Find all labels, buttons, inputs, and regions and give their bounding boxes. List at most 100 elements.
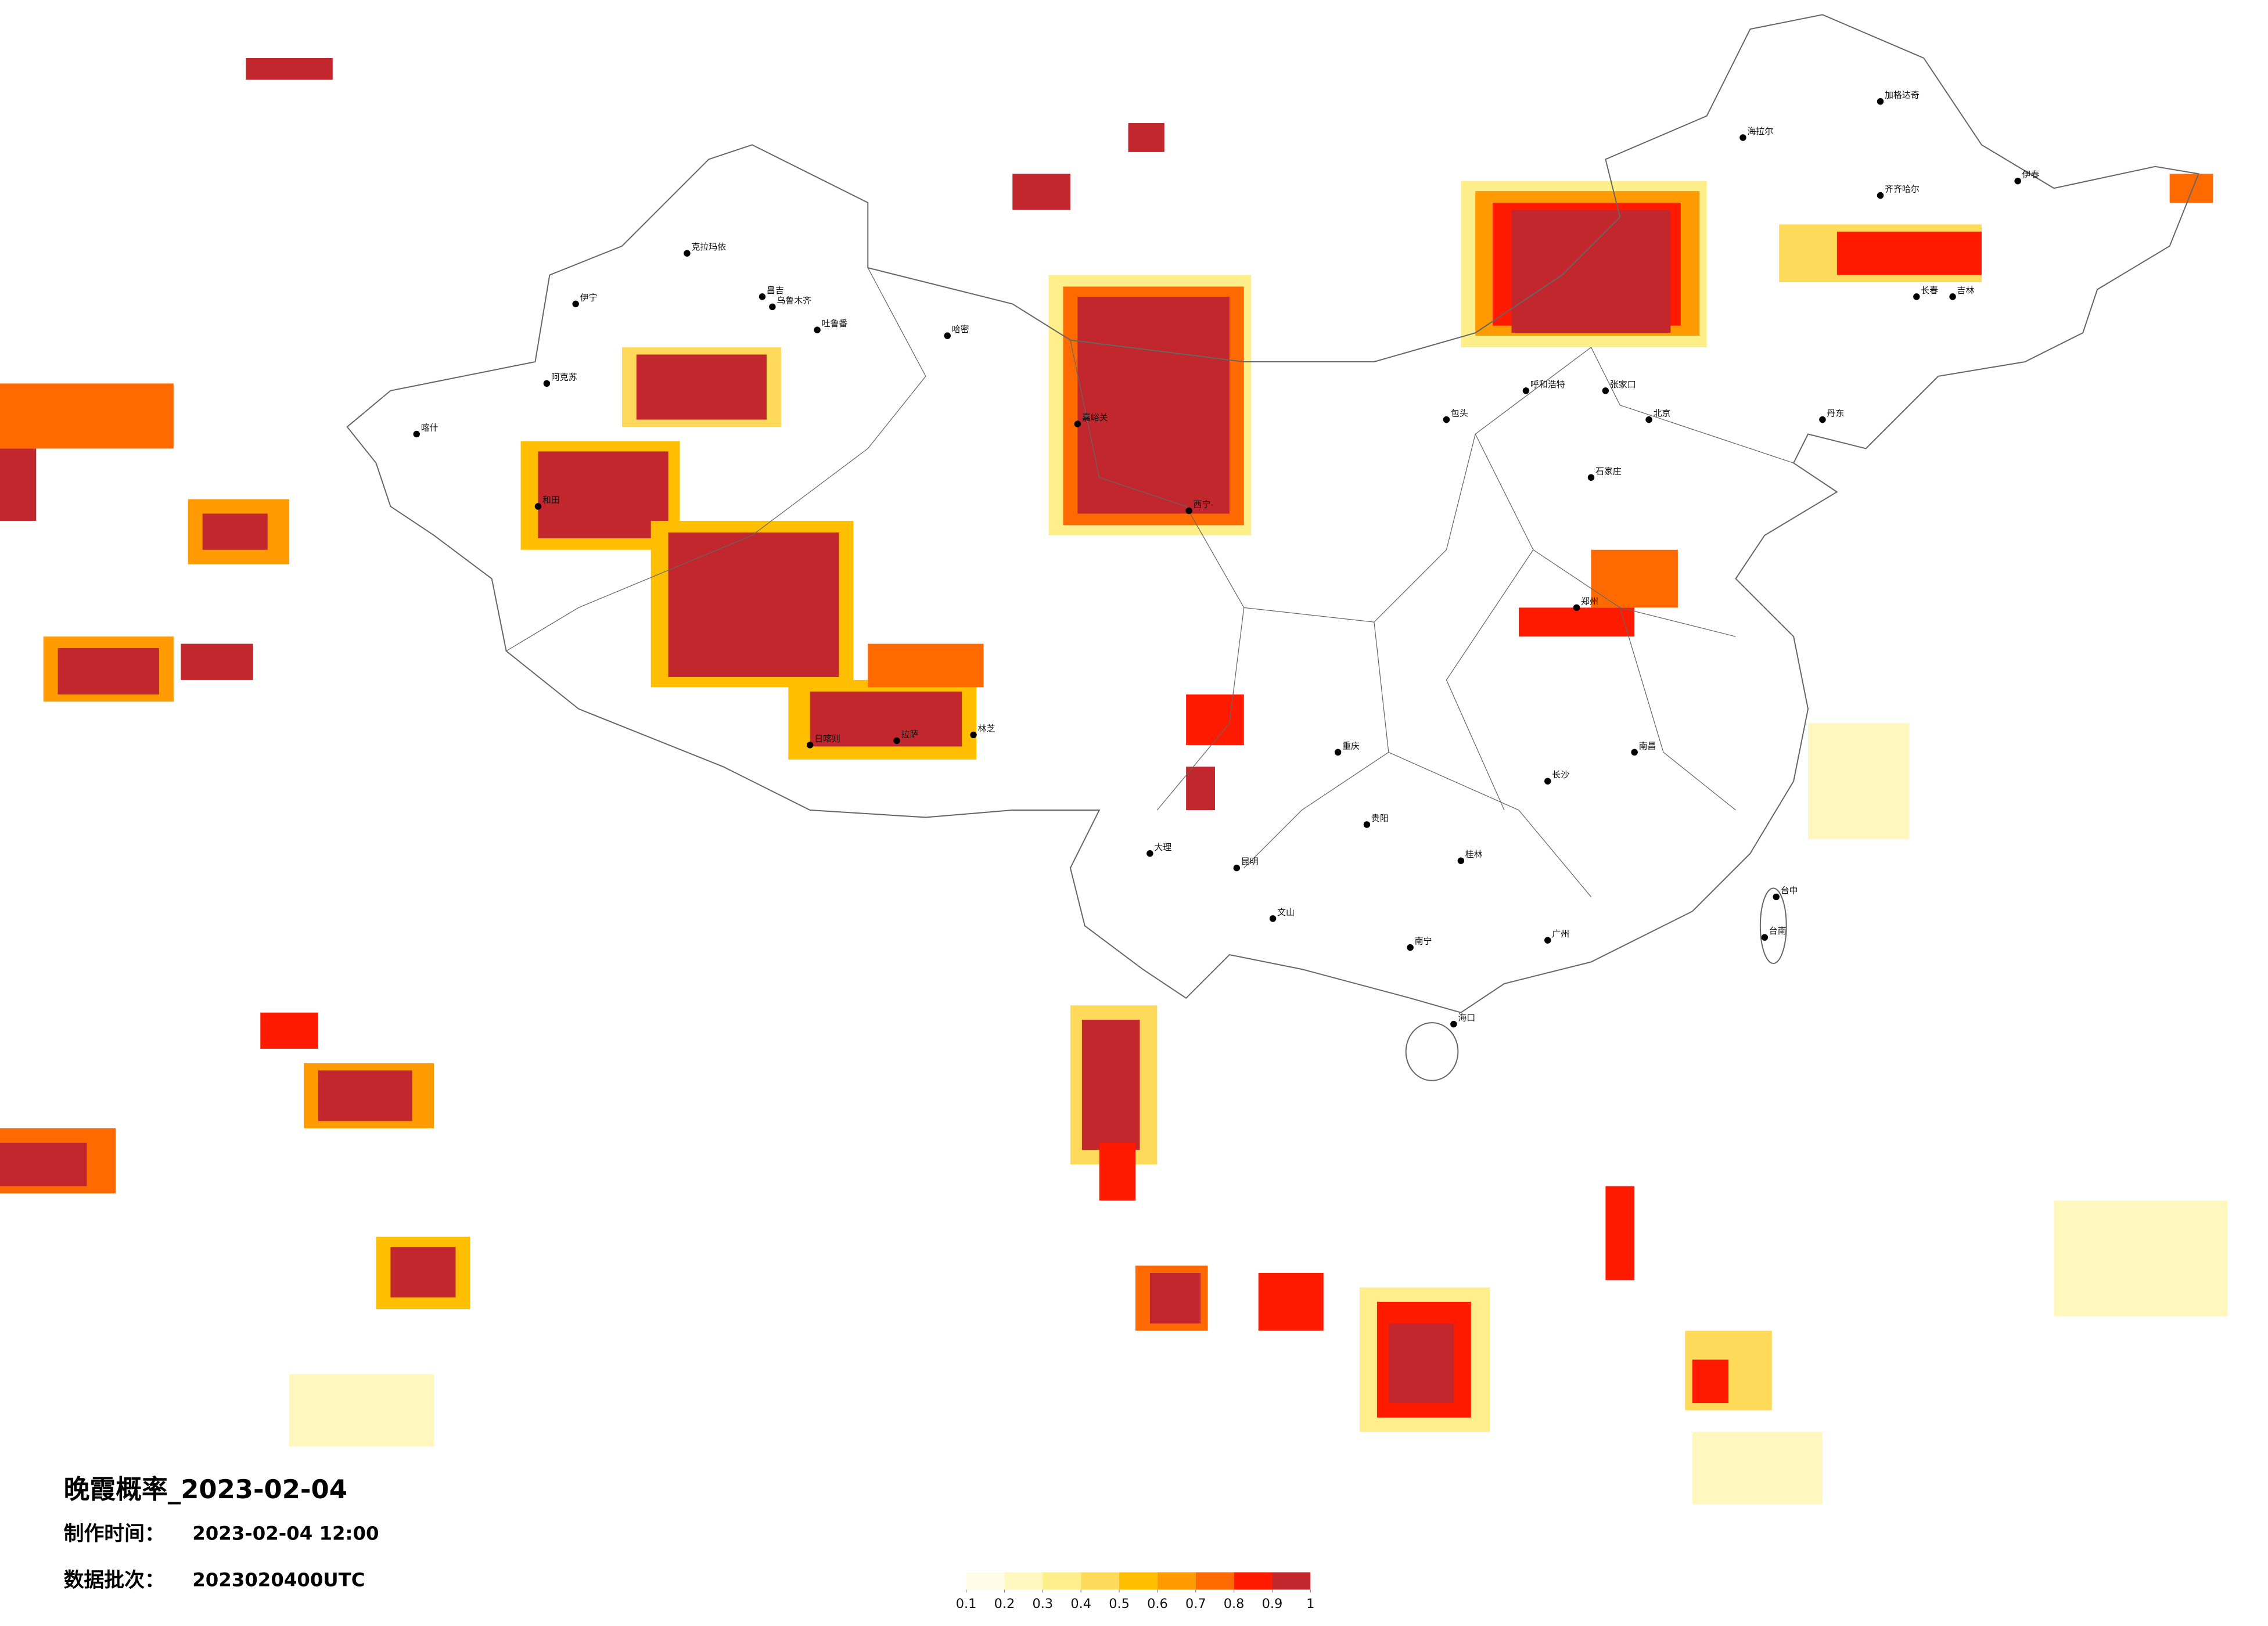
probability-patch <box>390 1247 456 1298</box>
city-label: 文山 <box>1277 907 1295 918</box>
probability-patch <box>0 383 174 449</box>
city-label: 包头 <box>1451 408 1468 419</box>
legend-swatch <box>1081 1572 1120 1590</box>
legend-tick-label: 0.5 <box>1109 1596 1130 1611</box>
city-label: 乌鲁木齐 <box>777 295 811 305</box>
city-dot <box>1913 293 1920 300</box>
probability-patch <box>1511 210 1671 333</box>
legend-tick-label: 1 <box>1306 1596 1314 1611</box>
probability-patch <box>181 643 253 680</box>
legend-swatch <box>1119 1572 1158 1590</box>
city-label: 郑州 <box>1581 596 1598 606</box>
city-label: 齐齐哈尔 <box>1885 184 1920 195</box>
island-outline <box>1759 887 1787 965</box>
city-dot <box>1587 474 1595 481</box>
city-label: 台中 <box>1781 885 1798 895</box>
island-outline <box>1405 1022 1459 1081</box>
legend-tick-label: 0.7 <box>1185 1596 1206 1611</box>
city-label: 日喀则 <box>814 733 840 744</box>
probability-patch <box>1099 1142 1135 1201</box>
city-dot <box>2014 177 2021 185</box>
city-label: 台南 <box>1769 926 1787 936</box>
city-dot <box>1877 98 1884 105</box>
city-dot <box>1407 944 1414 951</box>
city-label: 伊宁 <box>580 292 598 303</box>
legend-tick-label: 0.6 <box>1147 1596 1168 1611</box>
legend-swatch <box>966 1572 1005 1590</box>
city-dot <box>814 326 821 333</box>
city-dot <box>1573 604 1580 611</box>
made-label: 制作时间： <box>64 1523 165 1546</box>
city-dot <box>1146 850 1153 857</box>
city-label: 伊春 <box>2022 170 2040 180</box>
city-label: 喀什 <box>421 423 438 433</box>
probability-patch <box>1012 174 1070 210</box>
probability-patch <box>1388 1323 1454 1404</box>
city-label: 张家口 <box>1610 379 1636 390</box>
city-dot <box>970 731 977 739</box>
probability-patch <box>810 691 962 747</box>
legend-tick-label: 0.8 <box>1224 1596 1245 1611</box>
made-time: 2023-02-04 12:00 <box>192 1523 379 1545</box>
city-label: 和田 <box>542 495 560 505</box>
probability-patch <box>1077 296 1230 514</box>
probability-patch <box>318 1070 412 1121</box>
city-label: 克拉玛依 <box>691 242 726 252</box>
probability-layer <box>0 57 2228 1505</box>
legend: 0.1 0.2 0.3 0.4 0.5 0.6 0.7 0.8 0.9 1 <box>956 1572 1314 1611</box>
city-dot <box>1544 937 1551 944</box>
city-label: 哈密 <box>952 324 969 334</box>
probability-patch <box>0 448 37 521</box>
city-dot <box>413 430 420 438</box>
batch-label: 数据批次： <box>64 1569 165 1592</box>
city-dot <box>1739 134 1746 141</box>
city-dot <box>1185 507 1192 515</box>
city-dot <box>1443 416 1450 423</box>
city-label: 北京 <box>1654 408 1671 419</box>
probability-patch <box>202 513 268 550</box>
city-label: 吐鲁番 <box>822 318 848 329</box>
city-dot <box>1631 749 1638 756</box>
legend-tick-label: 0.4 <box>1070 1596 1091 1611</box>
probability-patch <box>1128 123 1164 152</box>
city-label: 贵阳 <box>1371 813 1389 823</box>
probability-patch <box>1258 1272 1324 1331</box>
legend-swatch <box>1043 1572 1081 1590</box>
probability-patch <box>1692 1359 1729 1404</box>
legend-swatch <box>1004 1572 1043 1590</box>
city-dot <box>1233 864 1241 872</box>
city-label: 西宁 <box>1194 499 1211 510</box>
city-label: 阿克苏 <box>551 372 577 382</box>
probability-patch <box>1692 1431 1823 1505</box>
city-label: 海口 <box>1458 1013 1475 1023</box>
probability-patch <box>246 57 333 80</box>
legend-swatch <box>1272 1572 1311 1590</box>
city-label: 南宁 <box>1415 936 1432 947</box>
probability-patch <box>0 1142 87 1186</box>
city-dot <box>1645 416 1652 423</box>
city-dot <box>1269 915 1277 922</box>
city-label: 大理 <box>1154 842 1171 852</box>
probability-patch <box>2169 174 2213 203</box>
legend-swatch <box>1234 1572 1273 1590</box>
probability-patch <box>57 648 159 695</box>
city-dot <box>1450 1020 1457 1028</box>
probability-patch <box>1518 607 1635 637</box>
city-label: 丹东 <box>1827 408 1844 419</box>
city-dot <box>806 742 814 749</box>
city-dot <box>769 303 776 311</box>
province-outline <box>506 267 1794 897</box>
city-label: 拉萨 <box>901 729 919 740</box>
city-dot <box>1074 420 1081 427</box>
probability-patch <box>1186 694 1244 745</box>
legend-swatch <box>1157 1572 1196 1590</box>
city-label: 南昌 <box>1639 740 1656 751</box>
city-dot <box>759 293 766 300</box>
city-label: 林芝 <box>978 724 995 734</box>
city-label: 呼和浩特 <box>1530 379 1565 390</box>
probability-patch <box>868 643 984 688</box>
probability-patch <box>1591 549 1678 608</box>
probability-patch <box>289 1374 434 1447</box>
city-dot <box>1522 387 1530 394</box>
